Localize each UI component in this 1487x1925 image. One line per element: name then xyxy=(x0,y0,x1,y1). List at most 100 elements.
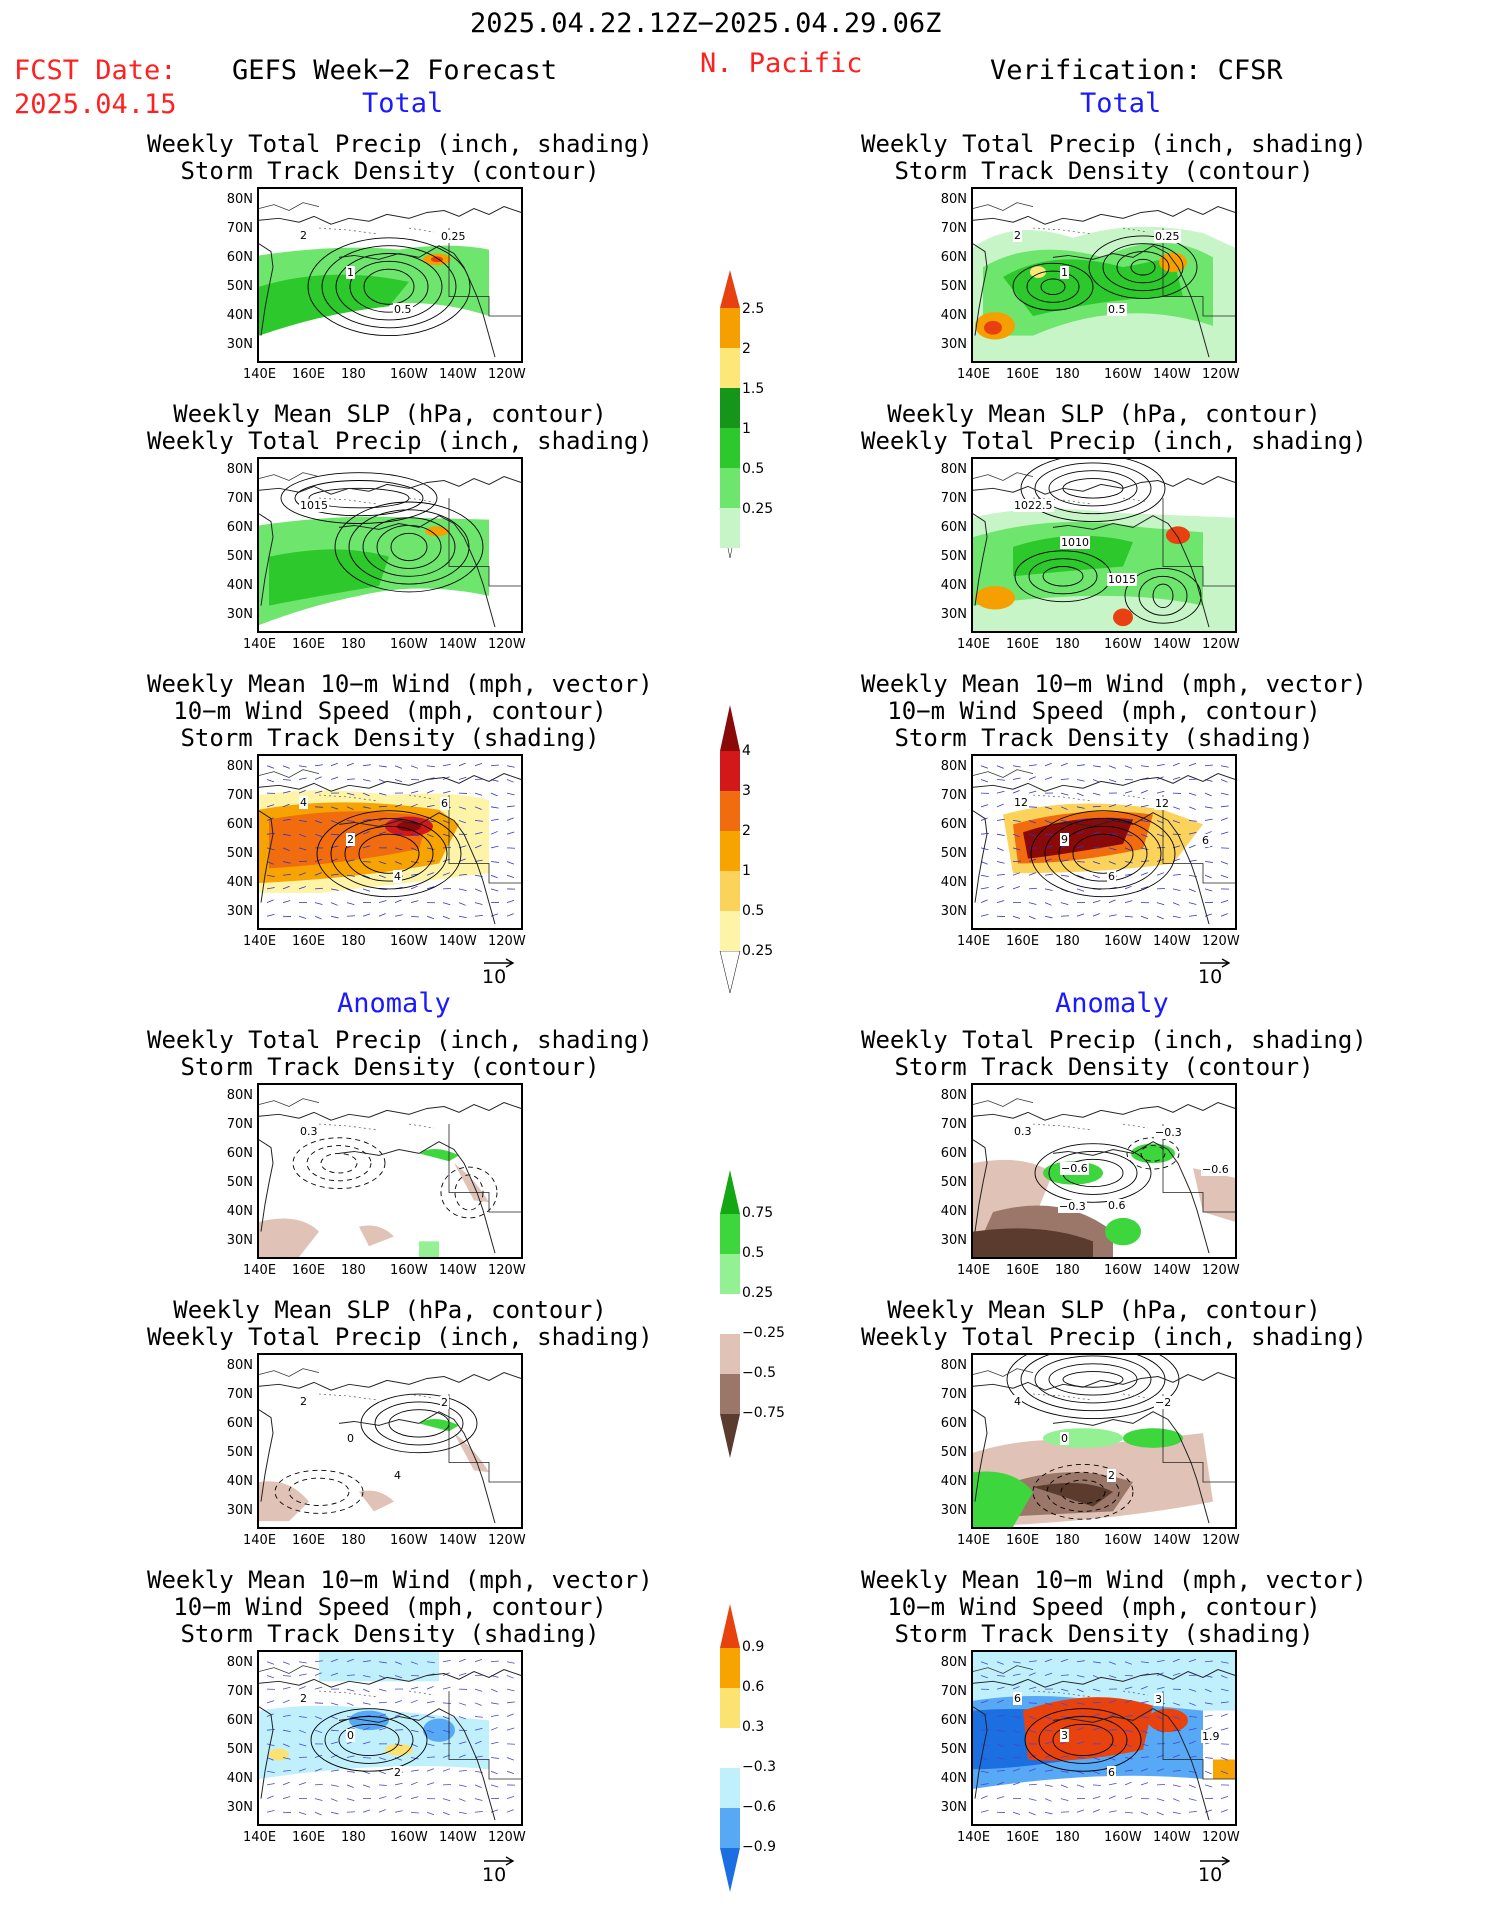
lat-tick-label: 30N xyxy=(940,904,967,919)
contour-label: 4 xyxy=(299,796,308,809)
lat-tick-label: 70N xyxy=(940,1684,967,1699)
lat-tick-label: 50N xyxy=(226,846,253,861)
panel-title-line: Weekly Total Precip (inch, shading) xyxy=(147,130,653,158)
vector-reference: 10 xyxy=(482,1856,516,1886)
panel-title-line: Weekly Total Precip (inch, shading) xyxy=(861,1026,1367,1054)
lon-tick-label: 180 xyxy=(1055,367,1080,382)
lon-tick-label: 140E xyxy=(243,1830,277,1845)
map-canvas xyxy=(973,762,1235,925)
lon-tick-label: 160E xyxy=(292,1830,326,1845)
contour-label: 1 xyxy=(346,266,355,279)
contour-label: 12 xyxy=(1154,797,1170,810)
lat-tick-label: 30N xyxy=(226,904,253,919)
lat-tick-label: 60N xyxy=(940,817,967,832)
lat-tick-label: 50N xyxy=(940,846,967,861)
cb-anom-storm-label: 0.9 xyxy=(742,1639,765,1655)
lat-tick-label: 60N xyxy=(226,1146,253,1161)
section-anomaly-left: Anomaly xyxy=(337,988,451,1019)
panel-title: Weekly Mean SLP (hPa, contour) Weekly Tot… xyxy=(147,1296,653,1351)
lon-tick-label: 160W xyxy=(1104,1263,1142,1278)
lat-tick-label: 40N xyxy=(940,1771,967,1786)
lat-tick-label: 50N xyxy=(226,549,253,564)
map-canvas xyxy=(973,1652,1235,1821)
lon-tick-label: 140E xyxy=(957,1263,991,1278)
contour-label: 2 xyxy=(440,1396,449,1409)
section-total-right: Total xyxy=(1080,88,1162,119)
lon-tick-label: 140W xyxy=(1153,1533,1191,1548)
panel-title: Weekly Mean 10−m Wind (mph, vector) 10−m … xyxy=(147,1567,653,1648)
contour-label: 2 xyxy=(299,229,308,242)
map-panel: 1015 xyxy=(257,457,523,633)
lat-tick-label: 30N xyxy=(940,607,967,622)
panel-title: Weekly Mean SLP (hPa, contour) Weekly Tot… xyxy=(861,1296,1367,1351)
contour-label: 6 xyxy=(1107,1766,1116,1779)
lat-tick-label: 40N xyxy=(940,1474,967,1489)
lon-tick-label: 180 xyxy=(341,934,366,949)
contour-label: −0.6 xyxy=(1201,1163,1230,1176)
panel-title-line: Weekly Mean SLP (hPa, contour) xyxy=(887,1296,1321,1324)
cb-storm-label: 1 xyxy=(742,863,751,879)
section-anomaly-right: Anomaly xyxy=(1055,988,1169,1019)
lon-tick-label: 140W xyxy=(1153,1263,1191,1278)
contour-label: 1.9 xyxy=(1201,1730,1221,1743)
lon-tick-label: 160E xyxy=(1006,1533,1040,1548)
lat-tick-label: 30N xyxy=(226,607,253,622)
lon-tick-label: 160W xyxy=(1104,367,1142,382)
lat-tick-label: 50N xyxy=(226,1175,253,1190)
panel-title-line: Weekly Mean SLP (hPa, contour) xyxy=(173,400,607,428)
lat-tick-label: 60N xyxy=(940,1416,967,1431)
lon-tick-label: 160W xyxy=(1104,1533,1142,1548)
map-panel: 2 0 2 xyxy=(257,1650,523,1826)
panel-title-line: Weekly Mean SLP (hPa, contour) xyxy=(887,400,1321,428)
lon-tick-label: 140W xyxy=(1153,637,1191,652)
cb-anom-storm-label: 0.6 xyxy=(742,1679,765,1695)
map-canvas xyxy=(259,472,521,628)
map-canvas xyxy=(973,459,1235,631)
contour-label: 0 xyxy=(346,1432,355,1445)
lon-tick-label: 160E xyxy=(292,1263,326,1278)
lat-tick-label: 70N xyxy=(940,1387,967,1402)
lon-tick-label: 160W xyxy=(390,367,428,382)
panel-title-line: 10−m Wind Speed (mph, contour) xyxy=(173,697,607,725)
lon-tick-label: 120W xyxy=(1202,367,1240,382)
lat-tick-label: 30N xyxy=(226,1800,253,1815)
panel-title-line: Weekly Mean SLP (hPa, contour) xyxy=(173,1296,607,1324)
date-range: 2025.04.22.12Z−2025.04.29.06Z xyxy=(470,8,942,39)
lon-tick-label: 140W xyxy=(439,1533,477,1548)
contour-label: 4 xyxy=(393,1469,402,1482)
contour-label: −0.6 xyxy=(1060,1162,1089,1175)
map-canvas xyxy=(259,1652,521,1821)
contour-label: 2 xyxy=(393,1766,402,1779)
lat-tick-label: 30N xyxy=(940,337,967,352)
lon-tick-label: 160E xyxy=(1006,1830,1040,1845)
panel-title-line: Storm Track Density (shading) xyxy=(180,724,600,752)
lat-tick-label: 70N xyxy=(226,788,253,803)
lon-tick-label: 140E xyxy=(957,637,991,652)
lon-tick-label: 160W xyxy=(1104,1830,1142,1845)
lat-tick-label: 50N xyxy=(940,279,967,294)
map-canvas xyxy=(973,1098,1235,1257)
lat-tick-label: 70N xyxy=(940,221,967,236)
cb-storm-label: 0.5 xyxy=(742,903,765,919)
panel-title-line: Weekly Total Precip (inch, shading) xyxy=(861,130,1367,158)
lon-tick-label: 160E xyxy=(292,367,326,382)
cb-anom-precip-label: 0.5 xyxy=(742,1245,765,1261)
lon-tick-label: 160E xyxy=(1006,637,1040,652)
lon-tick-label: 160W xyxy=(390,934,428,949)
lon-tick-label: 140E xyxy=(957,934,991,949)
map-canvas xyxy=(259,1098,521,1257)
panel-title: Weekly Total Precip (inch, shading) Storm… xyxy=(147,1027,653,1081)
lat-tick-label: 80N xyxy=(226,1358,253,1373)
lat-tick-label: 80N xyxy=(226,462,253,477)
lat-tick-label: 70N xyxy=(940,788,967,803)
lon-tick-label: 140W xyxy=(439,934,477,949)
lat-tick-label: 40N xyxy=(226,875,253,890)
colorbar-storm-total xyxy=(718,703,748,993)
lon-tick-label: 140W xyxy=(1153,367,1191,382)
contour-label: 1010 xyxy=(1060,536,1090,549)
cb-storm-label: 0.25 xyxy=(742,943,774,959)
cb-storm-label: 2 xyxy=(742,823,751,839)
lat-tick-label: 60N xyxy=(226,250,253,265)
left-title: GEFS Week−2 Forecast xyxy=(232,55,558,86)
contour-label: 1 xyxy=(1060,266,1069,279)
